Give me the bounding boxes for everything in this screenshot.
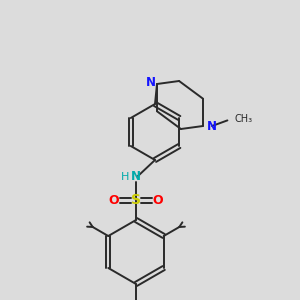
Text: O: O: [109, 194, 119, 206]
Text: CH₃: CH₃: [234, 114, 253, 124]
Text: N: N: [207, 119, 217, 133]
Text: H: H: [121, 172, 129, 182]
Text: S: S: [131, 193, 141, 207]
Text: O: O: [153, 194, 163, 206]
Text: N: N: [146, 76, 156, 89]
Text: N: N: [131, 170, 141, 184]
